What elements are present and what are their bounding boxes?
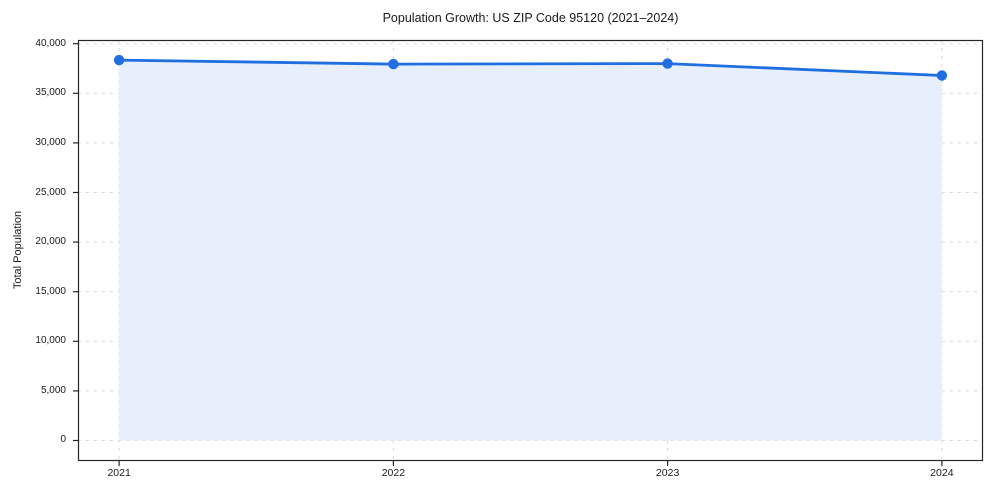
x-tick-label: 2021	[107, 467, 131, 479]
data-point	[936, 70, 948, 81]
y-tick-label: 35,000	[35, 87, 66, 99]
data-line	[117, 58, 944, 77]
x-tick-label: 2024	[930, 467, 954, 479]
y-tick-label: 20,000	[35, 236, 66, 248]
y-tick-label: 15,000	[35, 285, 66, 297]
y-tick-label: 30,000	[35, 136, 66, 148]
data-point	[662, 58, 673, 69]
y-tick-label: 40,000	[35, 37, 66, 49]
y-tick-label: 0	[60, 434, 66, 446]
data-point	[113, 54, 125, 66]
x-tick-label: 2022	[381, 467, 406, 479]
y-tick-label: 10,000	[35, 335, 66, 347]
y-tick-label: 5,000	[40, 384, 66, 396]
plot-frame	[77, 39, 984, 462]
y-tick-label: 25,000	[35, 186, 66, 198]
x-tick-label: 2023	[655, 467, 680, 479]
area-fill	[119, 60, 942, 441]
data-point	[388, 58, 399, 70]
chart-title: Population Growth: US ZIP Code 95120 (20…	[382, 11, 679, 25]
